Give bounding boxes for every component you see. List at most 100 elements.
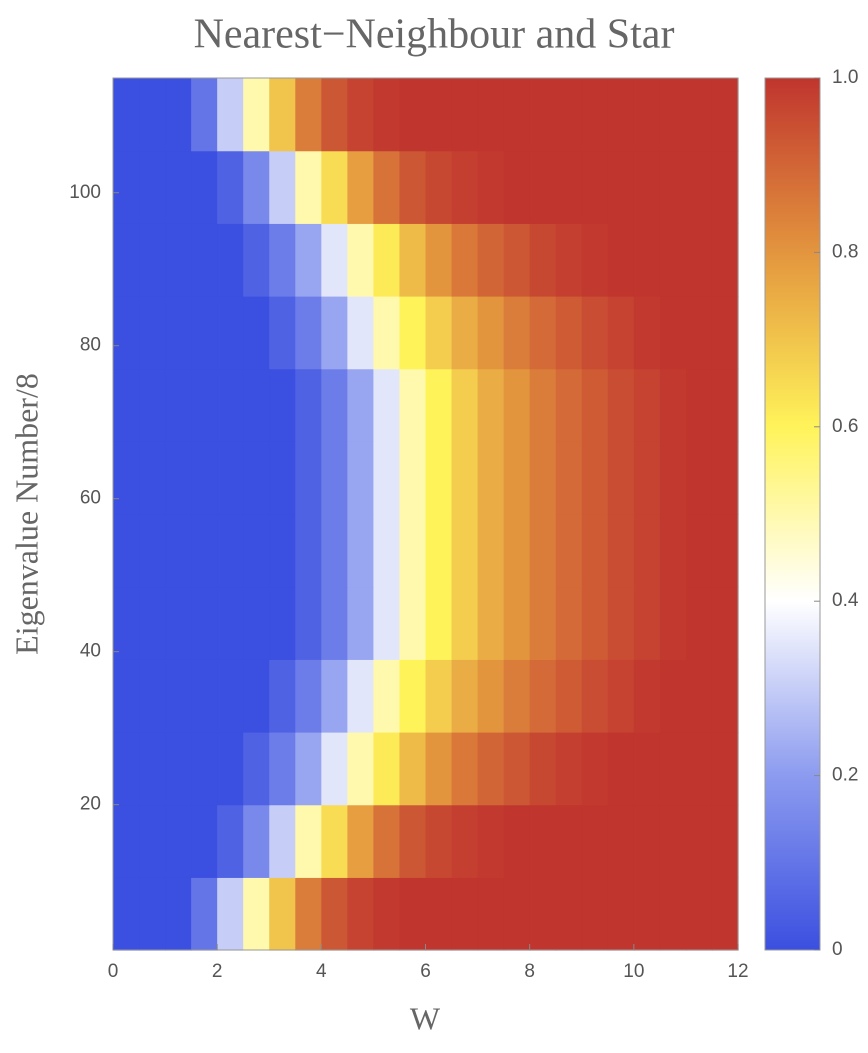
heat-cell [477,441,505,515]
heat-cell [555,732,583,806]
heat-cell [165,659,192,733]
heat-cell [295,296,322,370]
heat-cell [321,223,348,297]
heat-cell [165,150,192,224]
x-tick-label: 6 [420,961,431,982]
heat-cell [347,368,375,442]
colorbar-tick-label: 0.4 [832,590,859,611]
heat-cell [217,586,244,660]
heat-cell [659,586,687,660]
heat-cell [503,514,531,588]
heat-cell [243,223,270,297]
heat-cell [711,586,739,660]
heat-cell [373,296,401,370]
heat-cell [139,78,166,152]
heat-cell [685,78,713,152]
heat-cell [451,150,479,224]
heat-cell [711,150,739,224]
heat-cell [555,877,583,951]
x-tick-label: 8 [524,961,535,982]
heat-cell [321,877,348,951]
heat-cell [607,296,635,370]
colorbar-tick-label: 1.0 [832,67,858,88]
heat-cell [685,732,713,806]
heat-cell [139,296,166,370]
y-tick-label: 100 [69,182,101,203]
heat-cell [373,732,401,806]
heat-cell [399,368,427,442]
heat-cell [347,441,375,515]
heat-cell [321,514,348,588]
heat-cell [113,296,140,370]
heat-cell [269,368,296,442]
heat-cell [555,368,583,442]
heat-cell [243,877,270,951]
heat-cell [217,368,244,442]
colorbar-frame [764,77,821,951]
heat-cell [633,296,661,370]
heat-cell [451,296,479,370]
heat-cell [711,514,739,588]
heat-cell [659,441,687,515]
heat-cell [659,804,687,878]
heat-cell [555,150,583,224]
heat-cell [399,659,427,733]
heat-cell [529,659,557,733]
heat-cell [139,877,166,951]
heat-cell [295,441,322,515]
heat-cell [581,150,609,224]
heat-cell [425,368,453,442]
heat-cell [269,296,296,370]
y-tick-label: 80 [80,335,101,356]
heat-cell [711,368,739,442]
heat-cell [477,223,505,297]
heat-cell [633,586,661,660]
heat-cell [477,877,505,951]
heat-cell [295,514,322,588]
heat-cell [659,877,687,951]
heat-cell [425,78,453,152]
x-axis-label: W [410,1000,441,1036]
heat-cell [503,223,531,297]
heat-cell [373,223,401,297]
heat-cell [451,78,479,152]
heat-cell [295,150,322,224]
x-tick-label: 4 [316,961,327,982]
heat-cell [243,732,270,806]
heat-cell [113,514,140,588]
heat-cell [217,659,244,733]
heat-cell [243,368,270,442]
heat-cell [269,659,296,733]
heat-cell [555,78,583,152]
heat-cell [295,732,322,806]
heat-cell [581,514,609,588]
heat-cell [685,586,713,660]
heat-cell [529,804,557,878]
heat-cell [191,514,218,588]
heat-cell [347,150,375,224]
heat-cell [425,732,453,806]
heat-cell [503,877,531,951]
heat-cell [607,732,635,806]
heat-cell [711,78,739,152]
heat-cell [529,586,557,660]
heat-cell [269,150,296,224]
heat-cell [607,659,635,733]
heat-cell [425,223,453,297]
heat-cell [347,514,375,588]
heat-cell [581,78,609,152]
heat-cell [217,732,244,806]
heat-cell [295,223,322,297]
heat-cell [347,223,375,297]
heat-cell [139,514,166,588]
heat-cell [191,441,218,515]
heat-cell [581,732,609,806]
heat-cell [321,804,348,878]
heat-cell [451,223,479,297]
heat-cell [191,368,218,442]
colorbar-tick-label: 0.8 [832,241,858,262]
heat-cell [399,150,427,224]
heat-cell [269,514,296,588]
heat-cell [451,586,479,660]
heat-cell [659,514,687,588]
